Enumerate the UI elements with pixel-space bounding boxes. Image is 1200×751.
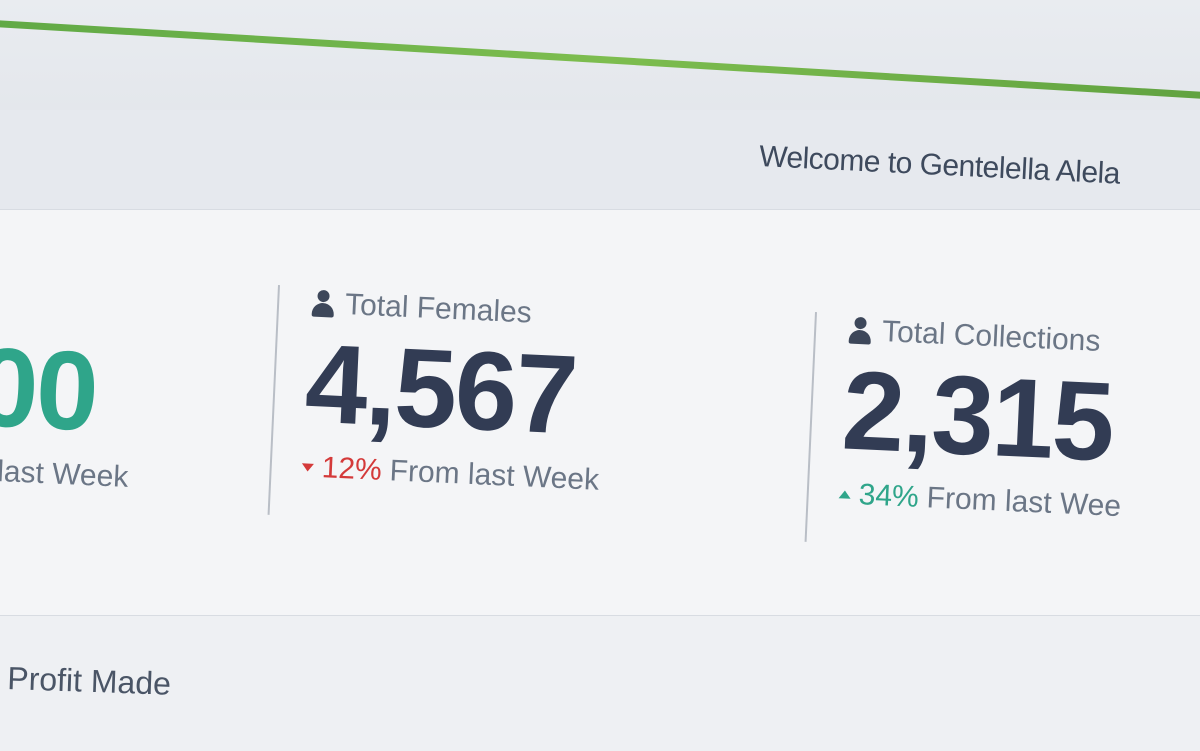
stat-value: 4,567 (302, 320, 579, 458)
user-icon (309, 289, 338, 318)
stat-change: 34% From last Wee (838, 477, 1122, 524)
top-bar (0, 0, 1200, 110)
stat-card-total-females: Total Females 4,567 12% From last Week (267, 285, 608, 530)
stats-panel (0, 210, 1200, 615)
stat-card-partial: 00 n last Week (0, 300, 136, 494)
profit-made-heading: Profit Made (6, 660, 172, 702)
user-icon (846, 316, 875, 345)
lower-section (0, 615, 1200, 751)
stat-value: 2,315 (839, 347, 1116, 485)
stat-card-total-collections: Total Collections 2,315 34% From last We… (804, 312, 1130, 557)
stat-change: n last Week (0, 453, 129, 494)
stat-card-body: Total Females 4,567 12% From last Week (267, 285, 608, 530)
stat-change-text: n last Week (0, 453, 130, 494)
accent-line (0, 18, 1200, 103)
stat-card-body: Total Collections 2,315 34% From last We… (804, 312, 1130, 557)
welcome-text: Welcome to Gentelella Alela (758, 140, 1121, 191)
arrow-down-icon (301, 462, 314, 472)
stat-change: 12% From last Week (301, 450, 600, 497)
stat-change-text: From last Week (389, 453, 600, 497)
stat-change-percent: 34% (858, 477, 920, 514)
arrow-up-icon (838, 489, 851, 499)
stat-value: 00 (0, 323, 100, 455)
stat-change-text: From last Wee (926, 480, 1122, 523)
stat-change-percent: 12% (321, 450, 383, 487)
